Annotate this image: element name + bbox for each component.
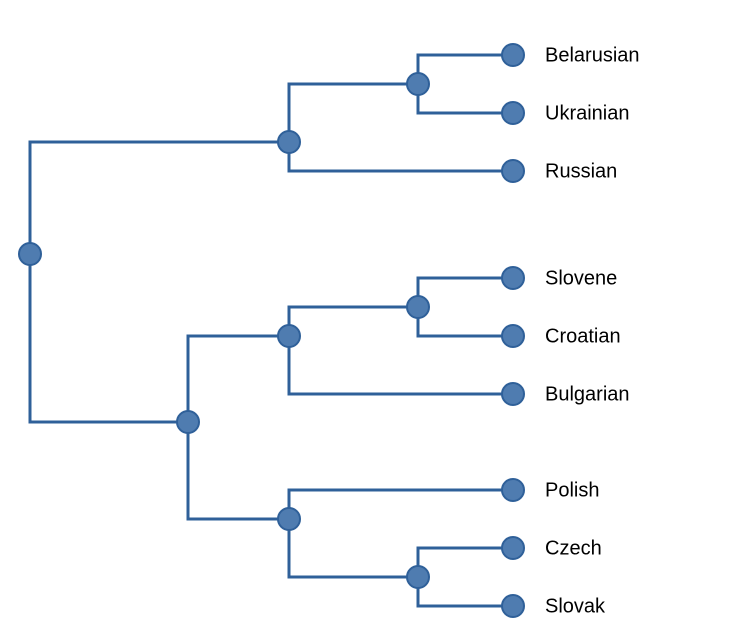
tree-edges	[30, 55, 513, 606]
node-cz_sk	[407, 566, 429, 588]
tree-edge	[289, 336, 513, 394]
tree-edge	[30, 254, 188, 422]
tree-edge	[289, 519, 418, 577]
leaf-node-bulgarian	[502, 383, 524, 405]
node-root	[19, 243, 41, 265]
node-east	[278, 131, 300, 153]
node-sl_hr	[407, 296, 429, 318]
leaf-node-polish	[502, 479, 524, 501]
tree-edge	[418, 278, 513, 307]
tree-edge	[188, 336, 289, 422]
node-west	[278, 508, 300, 530]
tree-edge	[418, 307, 513, 336]
tree-edge	[418, 577, 513, 606]
leaf-node-slovene	[502, 267, 524, 289]
leaf-node-slovak	[502, 595, 524, 617]
leaf-label-ukrainian: Ukrainian	[545, 102, 629, 124]
leaf-node-czech	[502, 537, 524, 559]
tree-edge	[188, 422, 289, 519]
node-south	[278, 325, 300, 347]
tree-edge	[289, 307, 418, 336]
tree-labels: Belarusian Ukrainian Russian Slovene Croatia…	[545, 44, 640, 617]
node-south_west	[177, 411, 199, 433]
tree-edge	[289, 142, 513, 171]
leaf-label-slovene: Slovene	[545, 267, 617, 289]
leaf-label-belarusian: Belarusian	[545, 44, 640, 66]
leaf-label-czech: Czech	[545, 537, 602, 559]
tree-nodes	[19, 44, 524, 617]
tree-edge	[30, 142, 289, 254]
tree-edge	[289, 84, 418, 142]
tree-edge	[289, 490, 513, 519]
tree-edge	[418, 55, 513, 84]
leaf-label-polish: Polish	[545, 479, 599, 501]
leaf-label-croatian: Croatian	[545, 325, 621, 347]
leaf-label-slovak: Slovak	[545, 595, 606, 617]
leaf-label-russian: Russian	[545, 160, 617, 182]
node-be_uk	[407, 73, 429, 95]
leaf-node-belarusian	[502, 44, 524, 66]
leaf-label-bulgarian: Bulgarian	[545, 383, 630, 405]
language-tree-diagram: Belarusian Ukrainian Russian Slovene Croatia…	[0, 0, 734, 631]
leaf-node-russian	[502, 160, 524, 182]
leaf-node-croatian	[502, 325, 524, 347]
tree-edge	[418, 84, 513, 113]
tree-edge	[418, 548, 513, 577]
leaf-node-ukrainian	[502, 102, 524, 124]
